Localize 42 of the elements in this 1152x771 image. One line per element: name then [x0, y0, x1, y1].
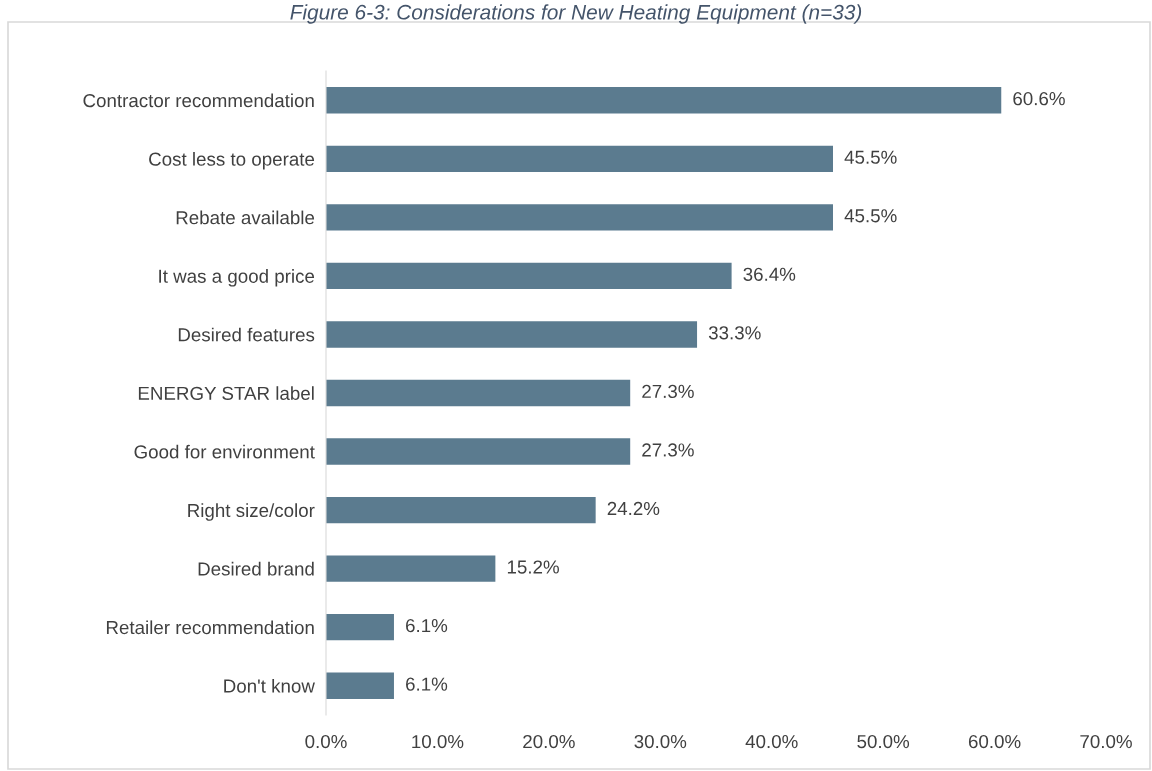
- data-label: 6.1%: [406, 677, 448, 691]
- y-tick-label: Desired features: [178, 327, 315, 342]
- bar: [326, 614, 394, 641]
- x-tick-label: 10.0%: [412, 734, 464, 749]
- data-label: 36.4%: [743, 267, 796, 281]
- y-tick-label: Contractor recommendation: [83, 93, 314, 108]
- y-tick-label: Good for environment: [134, 444, 315, 459]
- data-label: 24.2%: [607, 501, 660, 516]
- bar: [326, 438, 631, 465]
- bar: [326, 672, 394, 699]
- chart-title: Figure 6-3: Considerations for New Heating Equipment (n=33): [290, 4, 862, 24]
- bar: [326, 496, 596, 524]
- data-label: 60.6%: [1013, 92, 1065, 106]
- y-tick-label: Right size/color: [188, 503, 315, 521]
- y-tick-label: ENERGY STAR label: [138, 386, 314, 400]
- bar: [326, 555, 496, 582]
- x-tick-label: 20.0%: [523, 734, 575, 749]
- data-label: 45.5%: [844, 209, 897, 223]
- bar: [326, 262, 732, 290]
- x-tick-label: 60.0%: [968, 734, 1021, 749]
- x-tick-label: 0.0%: [305, 734, 347, 749]
- bar: [326, 87, 1002, 114]
- x-tick-label: 70.0%: [1080, 734, 1132, 749]
- data-label: 15.2%: [507, 560, 559, 574]
- y-tick-label: Retailer recommendation: [106, 620, 314, 635]
- y-tick-label: Rebate available: [176, 210, 315, 225]
- y-tick-label: Don't know: [224, 678, 315, 693]
- bar: [326, 379, 631, 407]
- y-tick-label: It was a good price: [159, 269, 315, 287]
- y-tick-label: Cost less to operate: [149, 152, 315, 170]
- x-tick-label: 50.0%: [857, 734, 910, 749]
- bar: [326, 204, 833, 231]
- data-label: 6.1%: [406, 618, 448, 633]
- bar: [326, 321, 698, 348]
- data-label: 27.3%: [642, 384, 694, 399]
- data-label: 33.3%: [708, 326, 761, 340]
- bar: [326, 145, 833, 172]
- x-tick-label: 30.0%: [634, 734, 687, 749]
- data-label: 27.3%: [642, 443, 694, 457]
- data-label: 45.5%: [844, 150, 897, 164]
- y-tick-label: Desired brand: [198, 561, 314, 576]
- x-tick-label: 40.0%: [745, 734, 798, 749]
